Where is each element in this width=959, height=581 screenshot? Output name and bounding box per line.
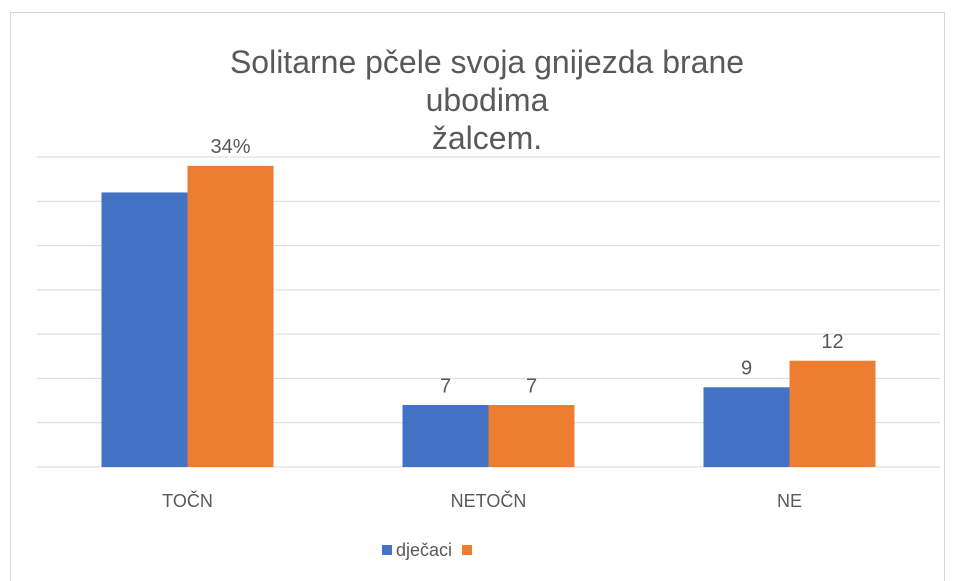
bar	[187, 165, 274, 467]
data-label: 9	[741, 358, 752, 380]
data-label: 34%	[210, 136, 250, 158]
chart-title-line: Solitarne pčele svoja gnijezda brane	[230, 44, 744, 80]
data-label: 7	[440, 375, 451, 397]
bar	[402, 405, 489, 467]
bar	[703, 387, 790, 467]
legend-swatch	[382, 545, 392, 555]
x-tick-label: NE	[777, 491, 802, 511]
chart-title: Solitarne pčele svoja gnijezda brane ubod…	[230, 44, 744, 156]
x-tick-label: NETOČN	[451, 490, 527, 511]
legend-label: dječaci	[396, 540, 452, 560]
bar	[101, 192, 188, 467]
x-tick-label: TOČN	[162, 490, 213, 511]
legend-swatch	[462, 545, 473, 555]
bar	[789, 360, 876, 467]
data-label: 12	[821, 331, 843, 353]
data-label: 7	[526, 375, 537, 397]
chart-title-line: žalcem.	[432, 120, 542, 156]
bar	[488, 405, 575, 467]
chart-title-line: ubodima	[426, 82, 549, 118]
